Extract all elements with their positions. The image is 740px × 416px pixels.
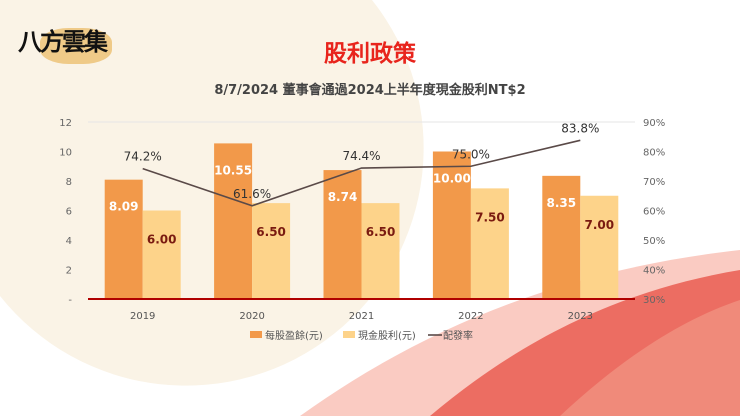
x-tick-label: 2021 xyxy=(349,311,374,322)
right-tick-label: 30% xyxy=(643,295,665,306)
x-tick-label: 2022 xyxy=(458,311,483,322)
x-tick-label: 2023 xyxy=(568,311,593,322)
payout-label: 75.0% xyxy=(452,147,490,161)
x-tick-label: 2019 xyxy=(130,311,155,322)
payout-label: 74.2% xyxy=(124,150,162,164)
slide-subtitle: 8/7/2024 董事會通過2024上半年度現金股利NT$2 xyxy=(214,83,526,98)
dividend-bar xyxy=(361,203,400,299)
eps-bar xyxy=(214,143,253,299)
left-tick-label: 8 xyxy=(66,177,72,188)
dividend-bar xyxy=(470,188,509,299)
eps-bar xyxy=(104,179,143,299)
legend-swatch xyxy=(250,331,262,338)
decorative-swoosh xyxy=(560,300,740,416)
eps-label: 8.09 xyxy=(109,200,139,214)
left-tick-label: 2 xyxy=(66,266,72,277)
payout-label: 83.8% xyxy=(561,121,599,135)
dividend-label: 7.00 xyxy=(584,218,614,232)
eps-label: 10.00 xyxy=(433,172,471,186)
left-tick-label: 6 xyxy=(66,207,72,218)
legend-label: 現金股利(元) xyxy=(358,329,416,342)
right-tick-label: 50% xyxy=(643,236,665,247)
right-tick-label: 80% xyxy=(643,148,665,159)
dividend-label: 6.50 xyxy=(256,225,286,239)
company-logo: 八方雲集 xyxy=(18,22,114,70)
payout-label: 61.6% xyxy=(233,187,271,201)
right-tick-label: 70% xyxy=(643,177,665,188)
slide-title: 股利政策 xyxy=(324,41,416,67)
right-tick-label: 90% xyxy=(643,118,665,129)
payout-label: 74.4% xyxy=(342,149,380,163)
logo-text: 八方雲集 xyxy=(18,27,108,56)
x-tick-label: 2020 xyxy=(239,311,264,322)
eps-label: 8.74 xyxy=(328,190,358,204)
legend-label: 配發率 xyxy=(443,329,473,342)
dividend-label: 7.50 xyxy=(475,210,505,224)
eps-bar xyxy=(432,151,471,299)
dividend-label: 6.00 xyxy=(147,233,177,247)
eps-bar xyxy=(542,175,581,299)
dividend-bar xyxy=(580,195,619,299)
dividend-label: 6.50 xyxy=(366,225,396,239)
left-tick-label: - xyxy=(68,295,72,306)
left-tick-label: 12 xyxy=(59,118,72,129)
eps-label: 8.35 xyxy=(546,196,576,210)
payout-line xyxy=(142,139,581,207)
eps-bar xyxy=(323,170,362,299)
right-tick-label: 60% xyxy=(643,207,665,218)
left-tick-label: 4 xyxy=(66,236,72,247)
eps-label: 10.55 xyxy=(214,163,252,177)
left-tick-label: 10 xyxy=(59,148,72,159)
dividend-bar xyxy=(142,210,181,299)
dividend-bar xyxy=(252,203,291,299)
right-tick-label: 40% xyxy=(643,266,665,277)
legend-swatch xyxy=(343,331,355,338)
legend-label: 每股盈餘(元) xyxy=(265,329,323,342)
